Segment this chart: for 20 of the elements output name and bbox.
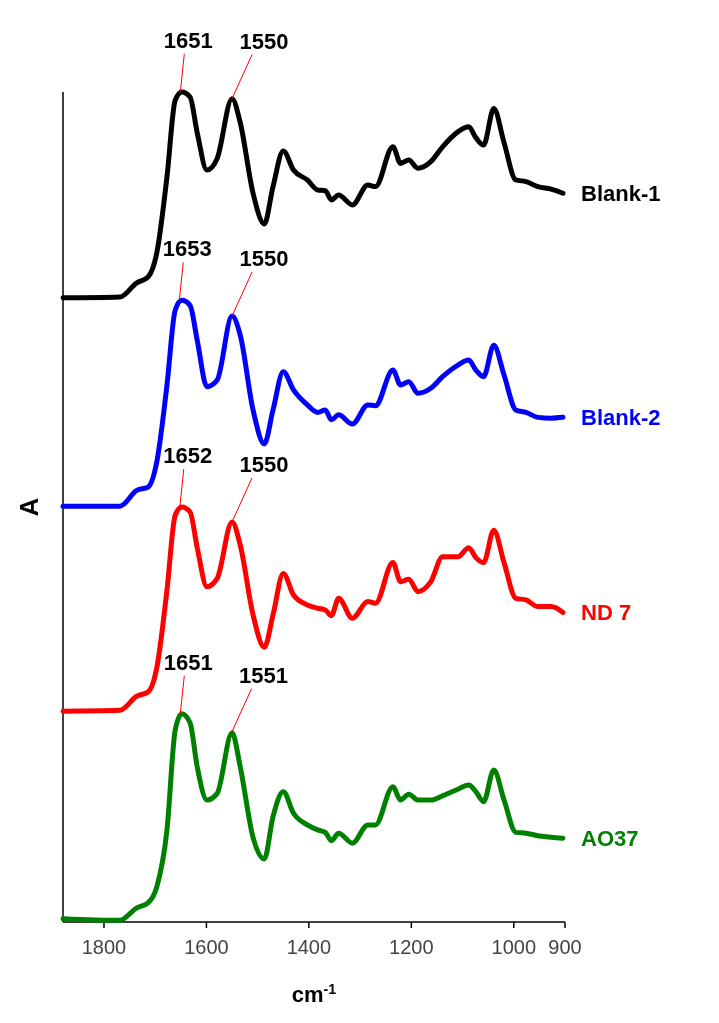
y-axis-title: A (14, 497, 44, 517)
x-axis-title: cm$^{-1}$ (291, 981, 337, 1007)
annotation: 1550 (239, 451, 289, 477)
series-label: Blank-1 (581, 181, 661, 207)
x-tick-label: 1400 (286, 936, 332, 958)
x-tick-label: 1000 (491, 936, 537, 958)
series-label: Blank-2 (581, 405, 661, 431)
annotation: 1651 (163, 649, 213, 675)
x-tick-label: 900 (548, 936, 582, 958)
x-tick-label: 1200 (389, 936, 434, 958)
series-label: AO37 (581, 826, 639, 852)
annotation: 1651 (163, 28, 213, 53)
annotation: 1550 (239, 28, 289, 54)
annotation: 1550 (239, 246, 289, 272)
x-tick-label: 1800 (81, 936, 127, 958)
series-label: ND 7 (581, 600, 632, 626)
annotation: 1653 (162, 236, 212, 262)
x-tick-label: 1600 (184, 936, 229, 958)
annotation: 1551 (239, 662, 289, 688)
annotation: 1652 (163, 443, 213, 468)
